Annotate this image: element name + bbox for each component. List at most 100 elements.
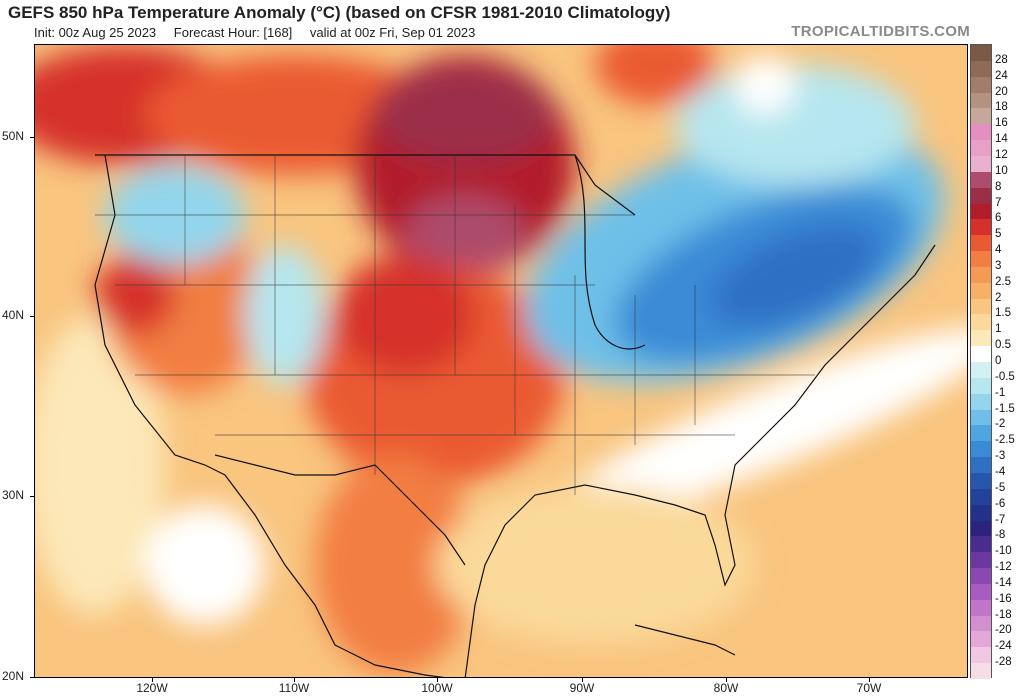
colorbar-segment (971, 251, 991, 268)
colorbar-segment (971, 235, 991, 252)
colorbar-label: -1.5 (995, 402, 1015, 415)
colorbar-label: -16 (995, 592, 1012, 605)
colorbar-label: -8 (995, 529, 1006, 542)
lon-label-100w: 100W (421, 681, 453, 695)
colorbar-segment (971, 92, 991, 109)
colorbar-label: -2.5 (995, 434, 1015, 447)
colorbar-label: -14 (995, 576, 1012, 589)
map-subtitle: Init: 00z Aug 25 2023 Forecast Hour: [16… (34, 25, 489, 40)
colorbar-segment (971, 314, 991, 331)
colorbar-segment (971, 140, 991, 157)
colorbar-label: 1.5 (995, 307, 1011, 320)
colorbar-label: 2 (995, 291, 1002, 304)
colorbar-segment (971, 441, 991, 458)
lon-tick-80w (726, 678, 727, 682)
colorbar-segment (971, 488, 991, 506)
colorbar-label: 20 (995, 85, 1008, 98)
colorbar-label: -5 (995, 481, 1006, 494)
colorbar-segment (971, 647, 991, 664)
lon-tick-120w (152, 678, 153, 682)
lon-label-110w: 110W (278, 681, 310, 695)
colorbar-segment (971, 346, 991, 363)
colorbar-segment (971, 298, 991, 315)
lon-tick-100w (437, 678, 438, 682)
colorbar-segment (971, 631, 991, 648)
colorbar-segment (971, 536, 991, 553)
lat-label-30n: 30N (2, 488, 25, 502)
colorbar-label: 0.5 (995, 339, 1011, 352)
colorbar-label: 3 (995, 259, 1002, 272)
east-cold-peak (710, 224, 880, 326)
state-lines (95, 155, 815, 495)
brand-watermark: TROPICALTIDBITS.COM (791, 23, 970, 40)
colorbar-segment (971, 171, 991, 189)
west-coast-line (94, 154, 445, 677)
lat-tick-30n (30, 496, 34, 497)
colorbar-segment (971, 615, 991, 632)
canada-hot-zone (375, 65, 555, 165)
gulf-light-zone (435, 485, 755, 645)
california-hot-zone (95, 255, 175, 335)
colorbar-segment (971, 472, 991, 490)
colorbar (970, 44, 992, 680)
colorbar-label: 18 (995, 101, 1008, 114)
anomaly-map[interactable] (34, 44, 968, 678)
colorbar-label: 24 (995, 69, 1008, 82)
us-canada-border (95, 154, 636, 216)
lon-label-90w: 90W (569, 681, 595, 695)
baja-white-zone (145, 505, 265, 625)
colorbar-segment (971, 552, 991, 569)
anomaly-map-svg (35, 45, 967, 677)
colorbar-segment (971, 187, 991, 204)
colorbar-label: -2 (995, 418, 1006, 431)
colorbar-segment (971, 568, 991, 585)
colorbar-segment (971, 362, 991, 379)
colorbar-segment (971, 155, 991, 173)
utah-cool-zone (245, 245, 325, 385)
colorbar-segment (971, 282, 991, 300)
lon-label-70w: 70W (856, 681, 882, 695)
colorbar-label: -28 (995, 656, 1012, 669)
colorbar-label: -18 (995, 608, 1012, 621)
lat-label-50n: 50N (2, 129, 25, 143)
lat-tick-40n (30, 316, 34, 317)
labrador-white-zone (735, 55, 795, 115)
colorbar-label: -10 (995, 545, 1012, 558)
forecast-hour: Forecast Hour: [168] (173, 25, 293, 40)
colorbar-label: 14 (995, 133, 1008, 146)
colorbar-label: 10 (995, 164, 1008, 177)
state-borders-vertical (184, 155, 696, 495)
colorbar-segment (971, 393, 991, 411)
cuba-line (634, 624, 736, 656)
lat-label-20n: 20N (2, 669, 25, 683)
colorbar-label: 5 (995, 228, 1002, 241)
kansas-hot-zone (335, 255, 475, 375)
colorbar-segment (971, 124, 991, 141)
colorbar-label: -12 (995, 561, 1012, 574)
pacific-light-zone (35, 315, 165, 615)
colorbar-segment (971, 45, 991, 62)
map-title: GEFS 850 hPa Temperature Anomaly (°C) (b… (8, 3, 671, 22)
colorbar-segment (971, 108, 991, 125)
lon-label-120w: 120W (136, 681, 168, 695)
gulf-east-coast-line (464, 244, 936, 677)
colorbar-label: 2.5 (995, 275, 1011, 288)
lon-tick-110w (294, 678, 295, 682)
hudson-warm-zone (595, 45, 715, 105)
colorbar-segment (971, 60, 991, 78)
map-coastline-outline (94, 154, 936, 677)
colorbar-label: 12 (995, 148, 1008, 161)
colorbar-label: 1 (995, 323, 1002, 336)
colorbar-label: -4 (995, 465, 1006, 478)
colorbar-label: -7 (995, 513, 1006, 526)
colorbar-label: -20 (995, 624, 1012, 637)
lon-label-80w: 80W (713, 681, 739, 695)
colorbar-label: 28 (995, 53, 1008, 66)
colorbar-segment (971, 76, 991, 94)
colorbar-segment (971, 425, 991, 442)
lat-tick-20n (30, 677, 34, 678)
colorbar-label: -0.5 (995, 370, 1015, 383)
colorbar-label: 0 (995, 355, 1002, 367)
colorbar-segment (971, 457, 991, 474)
colorbar-segment (971, 583, 991, 601)
